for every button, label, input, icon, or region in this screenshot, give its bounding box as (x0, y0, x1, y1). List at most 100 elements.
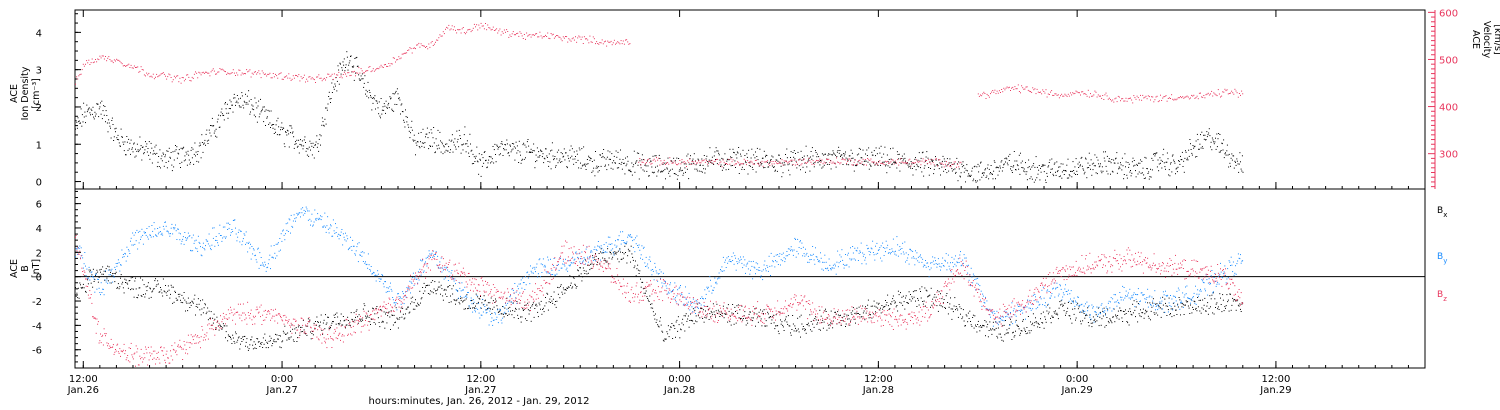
field-series-bx-point (499, 310, 501, 312)
density-series-point (138, 151, 140, 153)
field-series-bx-point (974, 315, 976, 317)
field-series-bx-point (377, 317, 379, 319)
velocity-series-point (471, 29, 473, 31)
field-series-bx-point (190, 304, 192, 306)
field-series-bx-point (712, 303, 714, 305)
density-series-point (186, 164, 188, 166)
field-series-bx-point (226, 325, 228, 327)
field-series-by-point (91, 271, 93, 273)
velocity-series-point (897, 159, 899, 161)
density-series-point (1225, 154, 1227, 156)
velocity-series-point (1212, 95, 1214, 97)
field-series-bx-point (697, 315, 699, 317)
field-series-by-point (230, 234, 231, 236)
field-series-bx-point (335, 313, 336, 315)
density-series-point (1047, 166, 1049, 168)
density-series-point (615, 162, 616, 164)
density-series-point (1145, 177, 1146, 179)
velocity-series-point (768, 163, 770, 165)
density-series-point (331, 82, 333, 84)
density-series-point (688, 163, 690, 165)
density-series-point (688, 178, 690, 180)
velocity-series-point (1114, 98, 1116, 100)
density-series-point (462, 149, 464, 151)
field-series-bx-point (664, 338, 666, 340)
velocity-series-point (1028, 90, 1030, 92)
density-series-point (840, 154, 842, 156)
density-series-point (503, 149, 505, 151)
density-series-point (963, 171, 965, 173)
velocity-series-point (687, 160, 689, 162)
field-series-bx-point (1019, 334, 1021, 336)
field-series-bx-point (879, 309, 881, 311)
field-series-bx-point (490, 297, 492, 299)
velocity-series-point (919, 160, 921, 162)
density-series-point (1203, 138, 1205, 140)
field-series-bx-point (984, 320, 986, 321)
density-series-point (83, 116, 85, 118)
velocity-series-point (878, 161, 880, 163)
density-series-point (681, 161, 683, 163)
density-series-point (569, 149, 571, 151)
density-series-point (1155, 153, 1156, 155)
field-series-bx-point (822, 327, 824, 329)
field-series-by-point (98, 287, 100, 289)
density-series-point (1136, 165, 1138, 166)
velocity-series-point (844, 159, 846, 161)
velocity-series-point (391, 63, 393, 65)
field-series-bx-point (658, 326, 660, 328)
field-series-bx-point (650, 307, 652, 309)
density-series-point (1011, 170, 1013, 172)
density-series-point (111, 117, 113, 119)
field-series-bx-point (817, 319, 819, 321)
field-series-bx-point (682, 324, 684, 326)
velocity-series-point (1085, 94, 1087, 95)
velocity-series-point (1051, 90, 1053, 92)
density-series-point (578, 147, 580, 149)
field-series-bx-point (1120, 310, 1122, 312)
density-series-point (904, 157, 906, 159)
bottom-panel-frame (74, 188, 1426, 369)
density-series-point (1221, 142, 1223, 144)
velocity-series-point (1215, 94, 1217, 96)
density-series-point (875, 155, 876, 157)
field-series-bx-point (996, 335, 998, 337)
velocity-series-point (700, 162, 702, 164)
density-series-point (686, 155, 688, 157)
field-series-bx-point (1236, 300, 1238, 302)
field-series-bx-point (522, 308, 524, 310)
field-series-bx-point (458, 301, 460, 303)
field-series-bx-point (222, 327, 224, 329)
density-series-point (301, 140, 303, 142)
field-series-by-point (304, 212, 306, 214)
field-series-bx-point (1031, 324, 1033, 326)
velocity-series-point (298, 74, 300, 76)
velocity-series-point (780, 162, 782, 164)
velocity-series-point (163, 73, 165, 75)
density-series-point (259, 113, 261, 115)
field-series-bx-point (589, 269, 591, 271)
density-series-point (183, 146, 185, 148)
density-series-point (815, 152, 817, 153)
density-series-point (122, 141, 124, 143)
density-series-point (245, 103, 247, 105)
field-series-bx-point (142, 294, 144, 295)
field-series-bx-point (969, 310, 971, 312)
density-series-point (740, 153, 741, 155)
velocity-series-point (818, 160, 820, 162)
velocity-series-point (977, 93, 979, 95)
density-series-point (1155, 152, 1157, 154)
field-series-bx-point (1050, 322, 1052, 324)
velocity-series-point (218, 71, 220, 73)
field-series-bx-point (582, 276, 584, 278)
field-series-bx-point (480, 296, 481, 297)
field-series-bx-point (757, 316, 759, 318)
velocity-series-point (721, 166, 723, 168)
velocity-series-point (642, 161, 644, 163)
density-series-point (225, 102, 226, 103)
velocity-series-point (1115, 97, 1117, 99)
density-series-point (516, 145, 518, 147)
velocity-series-point (1166, 100, 1168, 102)
field-series-bx-point (1082, 310, 1084, 312)
field-series-bx-point (96, 269, 98, 271)
